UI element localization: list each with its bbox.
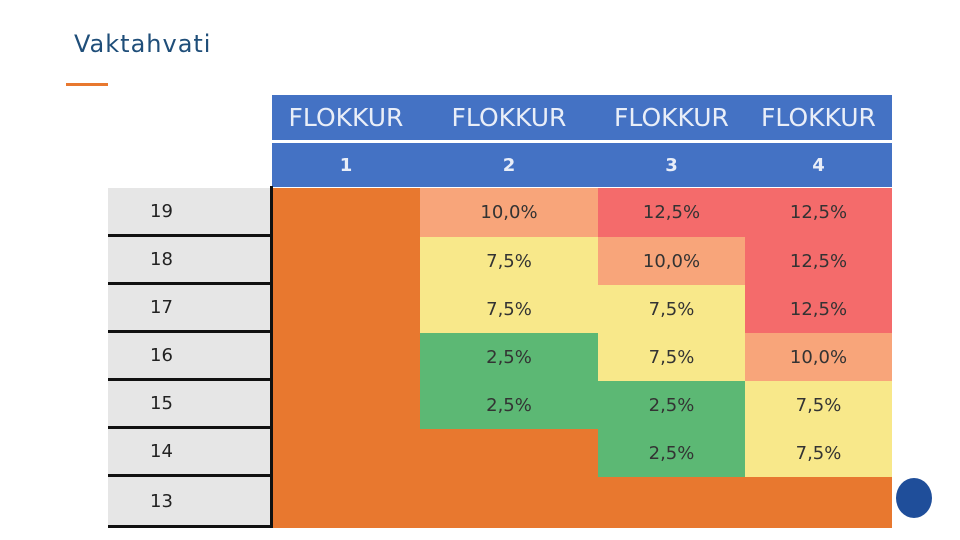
table-cell: 12,5%	[745, 237, 892, 285]
row-label: 14	[108, 429, 272, 477]
table-cell: 2,5%	[598, 381, 745, 429]
table-cell: 10,0%	[598, 237, 745, 285]
row-label: 17	[108, 285, 272, 333]
table-cell	[420, 477, 598, 528]
table-cell: 10,0%	[745, 333, 892, 381]
title-underline	[66, 83, 108, 86]
row-label: 18	[108, 237, 272, 285]
table-cell	[272, 237, 420, 285]
table-cell	[272, 477, 420, 528]
slide-title: Vaktahvati	[74, 30, 212, 58]
table-cell	[272, 381, 420, 429]
table-cell: 7,5%	[420, 285, 598, 333]
row-label: 16	[108, 333, 272, 381]
logo	[896, 478, 932, 518]
column-header: FLOKKUR	[272, 95, 420, 140]
table-cell: 12,5%	[745, 188, 892, 237]
column-header: FLOKKUR	[745, 95, 892, 140]
column-subheader: 4	[745, 143, 892, 187]
column-header: FLOKKUR	[598, 95, 745, 140]
column-subheader: 3	[598, 143, 745, 187]
label-separator	[270, 186, 273, 528]
table-cell: 2,5%	[420, 381, 598, 429]
row-label: 13	[108, 477, 272, 528]
table-cell	[272, 333, 420, 381]
table-cell	[272, 285, 420, 333]
table-cell: 7,5%	[420, 237, 598, 285]
table-cell: 10,0%	[420, 188, 598, 237]
table-cell: 12,5%	[598, 188, 745, 237]
table-cell: 7,5%	[745, 381, 892, 429]
table-cell: 2,5%	[598, 429, 745, 477]
table-cell	[598, 477, 745, 528]
column-subheader: 2	[420, 143, 598, 187]
table-cell: 7,5%	[598, 285, 745, 333]
table-cell	[745, 477, 892, 528]
row-label: 19	[108, 188, 272, 237]
column-header: FLOKKUR	[420, 95, 598, 140]
table-cell: 12,5%	[745, 285, 892, 333]
table-cell	[272, 429, 420, 477]
row-label: 15	[108, 381, 272, 429]
table-cell: 7,5%	[598, 333, 745, 381]
table-cell	[420, 429, 598, 477]
column-subheader: 1	[272, 143, 420, 187]
table-cell	[272, 188, 420, 237]
table-cell: 7,5%	[745, 429, 892, 477]
table-cell: 2,5%	[420, 333, 598, 381]
